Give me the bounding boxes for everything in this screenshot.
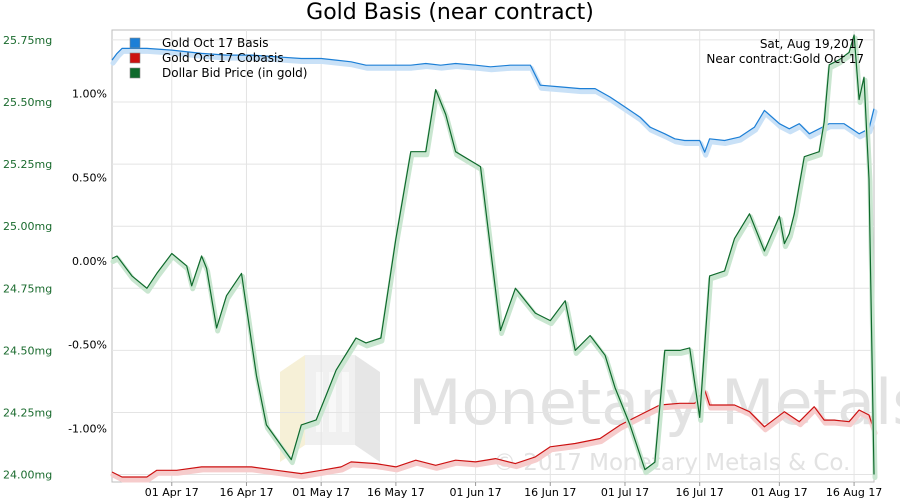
plot-frame bbox=[111, 29, 875, 483]
left-tick-label: 24.75mg bbox=[3, 282, 52, 295]
watermark-copyright: © 2017 Monetary Metals & Co. bbox=[493, 450, 850, 476]
x-tick-label: 01 Apr 17 bbox=[145, 486, 199, 499]
left-tick-label: 25.25mg bbox=[3, 158, 52, 171]
x-tick-label: 16 Jul 17 bbox=[676, 486, 724, 499]
right-tick-label: -0.50% bbox=[68, 339, 107, 352]
series-shadow-dollar-bid-price-in-gold bbox=[110, 35, 878, 480]
series-shadow-gold-oct-17-basis bbox=[110, 48, 878, 158]
left-tick-label: 25.50mg bbox=[3, 96, 52, 109]
legend-label-dollar-bid-price-in-gold: Dollar Bid Price (in gold) bbox=[162, 66, 307, 80]
x-tick-label: 01 Jun 17 bbox=[449, 486, 501, 499]
watermark-logo-icon bbox=[280, 355, 380, 462]
legend-swatch-dollar-bid-price-in-gold bbox=[129, 67, 141, 79]
left-tick-label: 24.25mg bbox=[3, 406, 52, 419]
info-contract: Near contract:Gold Oct 17 bbox=[706, 52, 864, 66]
info-date: Sat, Aug 19,2017 bbox=[760, 37, 864, 51]
right-tick-label: 0.50% bbox=[72, 171, 107, 184]
x-tick-label: 16 Jun 17 bbox=[524, 486, 576, 499]
info-box: Sat, Aug 19,2017 Near contract:Gold Oct … bbox=[706, 37, 864, 66]
series-line-gold-oct-17-cobasis bbox=[111, 389, 875, 478]
legend-label-gold-oct-17-cobasis: Gold Oct 17 Cobasis bbox=[162, 51, 284, 65]
x-tick-label: 16 May 17 bbox=[367, 486, 425, 499]
watermark: Monetary Metals © 2017 Monetary Metals &… bbox=[280, 355, 900, 476]
x-tick-label: 01 May 17 bbox=[292, 486, 350, 499]
left-tick-label: 25.75mg bbox=[3, 34, 52, 47]
chart-title: Gold Basis (near contract) bbox=[306, 0, 594, 25]
right-tick-label: 1.00% bbox=[72, 88, 107, 101]
x-tick-label: 16 Aug 17 bbox=[826, 486, 882, 499]
left-tick-label: 24.50mg bbox=[3, 344, 52, 357]
legend-label-gold-oct-17-basis: Gold Oct 17 Basis bbox=[162, 36, 268, 50]
left-tick-label: 25.00mg bbox=[3, 220, 52, 233]
axes: 01 Apr 17 16 Apr 17 01 May 17 16 May 17 01 J… bbox=[3, 34, 882, 499]
right-tick-label: -1.00% bbox=[68, 422, 107, 435]
x-tick-label: 01 Jul 17 bbox=[601, 486, 649, 499]
legend-swatch-gold-oct-17-basis bbox=[129, 37, 141, 49]
watermark-brand: Monetary Metals bbox=[408, 366, 900, 439]
x-tick-label: 01 Aug 17 bbox=[751, 486, 807, 499]
right-tick-label: 0.00% bbox=[72, 255, 107, 268]
series-shadow-gold-oct-17-cobasis bbox=[110, 390, 878, 483]
legend-swatch-gold-oct-17-cobasis bbox=[129, 52, 141, 64]
left-tick-label: 24.00mg bbox=[3, 469, 52, 482]
series-line-dollar-bid-price-in-gold bbox=[111, 34, 875, 475]
x-tick-label: 16 Apr 17 bbox=[219, 486, 273, 499]
series-layer bbox=[110, 34, 878, 483]
series-line-gold-oct-17-basis bbox=[111, 47, 875, 153]
